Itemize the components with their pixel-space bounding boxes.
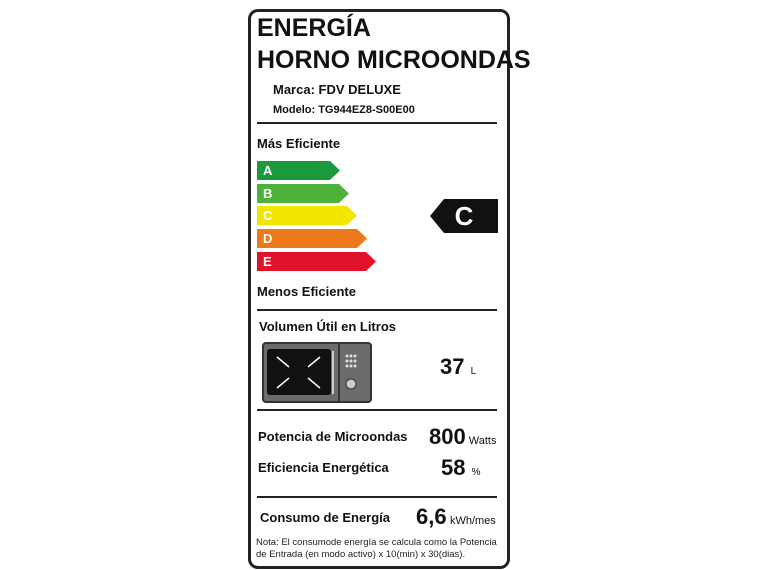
note: Nota: El consumode energía se calcula co… (256, 537, 497, 560)
title-energia: ENERGÍA (257, 14, 371, 42)
class-bar-b: B (257, 184, 349, 203)
class-bar-a: A (257, 161, 340, 180)
consumption-unit: kWh/mes (449, 515, 496, 527)
efficiency-value: 58 % (441, 455, 481, 481)
power-unit: Watts (468, 435, 497, 447)
volume-number: 37 (440, 354, 465, 379)
title-product: HORNO MICROONDAS (257, 46, 531, 74)
brand: Marca: FDV DELUXE (273, 82, 401, 97)
divider (257, 496, 497, 498)
power-value: 800 Watts (429, 424, 497, 450)
divider (257, 409, 497, 411)
class-bar-e: E (257, 252, 376, 271)
divider (257, 122, 497, 124)
consumption-label: Consumo de Energía (260, 510, 391, 525)
class-bar-c: C (257, 206, 357, 225)
volume-unit: L (470, 366, 477, 377)
least-efficient-label: Menos Eficiente (257, 284, 356, 299)
volume-label: Volumen Útil en Litros (259, 319, 396, 334)
energy-label (248, 9, 510, 569)
efficiency-number: 58 (441, 455, 466, 480)
class-bar-d: D (257, 229, 367, 248)
efficiency-label: Eficiencia Energética (258, 460, 389, 475)
rating-indicator: C (430, 199, 498, 233)
volume-value: 37 L (440, 354, 476, 380)
power-number: 800 (429, 424, 466, 449)
model: Modelo: TG944EZ8-S00E00 (273, 104, 415, 116)
consumption-number: 6,6 (416, 504, 447, 529)
microwave-icon (262, 342, 372, 403)
power-label: Potencia de Microondas (258, 429, 408, 444)
consumption-value: 6,6 kWh/mes (416, 504, 496, 530)
most-efficient-label: Más Eficiente (257, 136, 341, 151)
divider (257, 309, 497, 311)
efficiency-unit: % (471, 467, 481, 478)
